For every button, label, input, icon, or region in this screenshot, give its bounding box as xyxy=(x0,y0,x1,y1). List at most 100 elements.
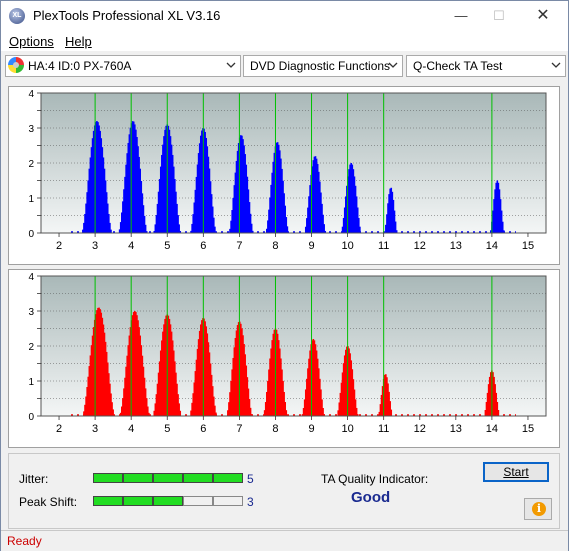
top-bar xyxy=(198,143,201,233)
top-bar xyxy=(83,222,85,233)
top-bar xyxy=(320,192,322,233)
chevron-down-icon xyxy=(551,62,561,68)
bottom-bar xyxy=(90,345,93,416)
top-bar xyxy=(308,196,310,233)
top-bar xyxy=(493,199,495,233)
top-bar xyxy=(317,171,320,233)
bottom-bar xyxy=(319,378,321,416)
menu-help[interactable]: Help xyxy=(65,34,92,49)
top-bar xyxy=(272,161,275,233)
bottom-bar xyxy=(177,394,179,416)
bottom-bar xyxy=(390,409,393,416)
minimize-button[interactable]: — xyxy=(454,8,468,23)
bottom-bar xyxy=(346,346,348,416)
top-bar xyxy=(195,176,198,233)
top-bar xyxy=(312,160,315,233)
bottom-bar xyxy=(211,386,214,416)
test-select-value: Q-Check TA Test xyxy=(413,59,503,73)
ta-quality-label: TA Quality Indicator: xyxy=(321,472,429,486)
top-bar xyxy=(154,224,157,233)
top-bar xyxy=(203,128,205,233)
bottom-bar xyxy=(249,407,252,416)
bottom-bar xyxy=(206,333,209,416)
bottom-bar xyxy=(388,391,390,416)
top-bar xyxy=(270,184,272,233)
bottom-bar xyxy=(246,377,249,416)
bottom-bar xyxy=(191,402,193,416)
bottom-bar xyxy=(105,351,108,416)
top-bar xyxy=(276,142,279,233)
menu-options-label: Options xyxy=(9,34,54,49)
bottom-bar xyxy=(495,392,498,416)
bottom-x-tick-label: 7 xyxy=(236,423,242,435)
bottom-bar xyxy=(158,361,161,416)
bottom-x-tick-label: 5 xyxy=(164,423,170,435)
start-button[interactable]: Start xyxy=(483,462,549,482)
menu-help-label: Help xyxy=(65,34,92,49)
top-bar xyxy=(324,230,327,233)
top-y-tick-label: 4 xyxy=(28,89,34,100)
bottom-bar xyxy=(237,322,240,416)
close-button[interactable]: ✕ xyxy=(536,7,550,24)
top-bar xyxy=(167,125,170,233)
bottom-bar xyxy=(270,348,272,416)
top-bar xyxy=(92,130,95,233)
bottom-bar xyxy=(144,388,147,416)
top-bar xyxy=(122,201,124,233)
top-bar xyxy=(201,130,203,233)
bottom-bar xyxy=(342,363,345,416)
bottom-bar xyxy=(176,383,178,416)
top-bar xyxy=(211,206,214,233)
top-bar xyxy=(153,230,156,233)
function-select[interactable]: DVD Diagnostic Functions xyxy=(243,55,403,77)
top-bar xyxy=(230,220,232,233)
top-bar xyxy=(214,226,216,233)
info-button[interactable]: i xyxy=(524,498,552,520)
bottom-bar xyxy=(340,382,343,416)
top-bar xyxy=(385,224,387,233)
top-bar xyxy=(500,210,503,233)
bottom-bar xyxy=(127,345,130,416)
bottom-bar xyxy=(354,399,357,416)
test-select[interactable]: Q-Check TA Test xyxy=(406,55,566,77)
top-bar xyxy=(322,214,324,233)
top-bar xyxy=(155,215,158,233)
toolbar: HA:4 ID:0 PX-760A DVD Diagnostic Functio… xyxy=(1,52,568,80)
bottom-bar xyxy=(92,327,95,416)
peak-shift-meter-segment xyxy=(213,496,243,506)
start-button-label: Start xyxy=(503,465,529,479)
bottom-bar xyxy=(168,318,171,416)
top-bar xyxy=(136,137,138,233)
bottom-bar xyxy=(135,312,137,416)
menu-options[interactable]: Options xyxy=(9,34,54,49)
bottom-bar xyxy=(266,391,268,416)
chevron-down-icon xyxy=(388,62,398,68)
top-bar xyxy=(97,122,99,233)
bottom-bar xyxy=(193,382,196,416)
top-bar xyxy=(343,207,346,233)
top-bar xyxy=(388,194,390,233)
bottom-bar xyxy=(278,348,281,416)
top-bar xyxy=(348,169,350,233)
top-bar xyxy=(278,150,281,233)
bottom-bar xyxy=(145,398,148,416)
bottom-bar xyxy=(303,399,306,416)
top-bar xyxy=(156,203,159,233)
top-x-tick-label: 11 xyxy=(378,240,389,252)
drive-select[interactable]: HA:4 ID:0 PX-760A xyxy=(5,55,241,77)
bottom-bar xyxy=(313,340,316,416)
top-bar xyxy=(233,185,236,233)
top-bar xyxy=(501,221,504,233)
bottom-bar xyxy=(248,399,251,416)
bottom-bar xyxy=(174,361,176,416)
top-bar xyxy=(499,199,502,233)
maximize-button[interactable]: ☐ xyxy=(493,8,505,23)
function-select-value: DVD Diagnostic Functions xyxy=(250,59,391,73)
top-x-tick-label: 4 xyxy=(128,240,134,252)
top-y-tick-label: 2 xyxy=(28,159,34,170)
top-bar xyxy=(138,156,140,233)
bottom-bar xyxy=(179,410,182,416)
top-bar xyxy=(350,163,353,233)
bottom-bar xyxy=(153,410,156,416)
